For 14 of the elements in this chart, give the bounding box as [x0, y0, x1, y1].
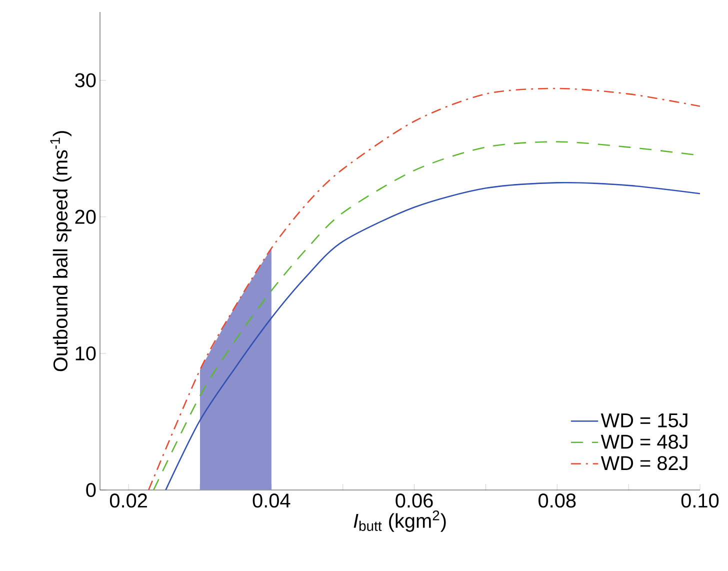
- y-tick-label: 30: [75, 73, 96, 88]
- x-tick-label: 0.02: [110, 494, 147, 508]
- legend-label: WD = 82J: [600, 456, 688, 470]
- x-axis-title: I$_{butt}$ (kgm$^{2}$): [354, 510, 446, 532]
- x-tick-label: 0.10: [681, 494, 719, 508]
- x-tick-label: 0.04: [252, 494, 290, 508]
- x-tick-label: 0.06: [396, 494, 433, 508]
- legend-label: WD = 15J: [600, 413, 688, 428]
- x-tick-label: 0.08: [538, 494, 576, 508]
- y-tick-label: 20: [75, 210, 96, 224]
- y-tick-label: 10: [76, 346, 96, 360]
- y-tick-label: 0: [86, 482, 96, 498]
- legend-label: WD = 48J: [600, 434, 688, 449]
- y-axis-title: Outbound ball speed (ms$^{-1}$): [50, 131, 72, 372]
